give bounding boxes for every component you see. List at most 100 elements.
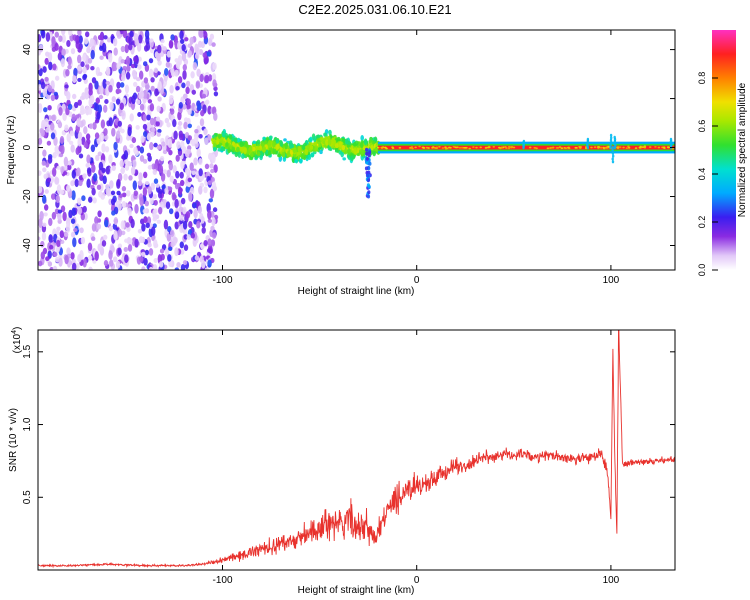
spectrogram-cell (172, 165, 177, 174)
spectrogram-cell (602, 146, 605, 149)
spectrogram-cell (124, 254, 129, 264)
spectrogram-cell (237, 151, 242, 158)
spectrogram-cell (166, 122, 171, 128)
spectrogram-cell (367, 153, 371, 158)
spectrogram-cell (200, 243, 205, 250)
spectrogram-cell (71, 190, 76, 201)
spectrogram-cell (209, 33, 215, 40)
spectrogram-cell (152, 209, 157, 219)
spectrogram-cell (93, 173, 98, 182)
spectrogram-cell (207, 238, 212, 247)
spectrogram-cell (488, 146, 491, 149)
spectrogram-cell (179, 214, 184, 221)
spectrogram-cell (180, 249, 185, 255)
spectrogram-cell (43, 173, 48, 180)
spectrogram-cell (159, 155, 165, 162)
spectrogram-cell (209, 163, 214, 169)
spectrogram-cell (61, 103, 66, 112)
spectrogram-cell (179, 241, 184, 249)
spectrogram-cell (72, 75, 77, 83)
spectrogram-cell (669, 137, 673, 141)
spectrogram-cell (203, 186, 208, 194)
spectrogram-cell (76, 118, 81, 127)
spectrogram-cell (189, 162, 194, 172)
spectrogram-cell (475, 146, 478, 149)
spectrogram-cell (657, 146, 661, 149)
spectrogram-cell (54, 42, 59, 51)
spectrogram-cell (262, 146, 267, 153)
spectrogram-cell (40, 81, 46, 90)
spectrogram-cell (80, 61, 85, 68)
spectrogram-cell (129, 143, 134, 149)
spectrogram-cell (101, 167, 106, 174)
spectrogram-cell (38, 44, 44, 53)
spectrogram-cell (174, 69, 179, 77)
spectrogram-cell (555, 147, 559, 149)
spectrogram-cell (560, 147, 564, 150)
spectrogram-cell (207, 259, 212, 268)
spectrogram-cell (145, 81, 150, 92)
spectrogram-cell (441, 147, 445, 149)
spectrogram-cell (283, 138, 287, 142)
spectrogram-cell (152, 264, 158, 270)
spectrogram-cell (99, 85, 104, 95)
spectrogram-cell (98, 95, 104, 100)
spectrogram-cell (338, 141, 343, 148)
spectrogram-cell (88, 88, 93, 96)
spectrogram-cell (213, 164, 218, 173)
spectrogram-cell (182, 69, 187, 80)
spectrogram-cell (86, 48, 91, 54)
snr-xtick-label: 100 (603, 575, 620, 586)
spectrogram-cell (52, 265, 58, 270)
spectrogram-cell (438, 146, 441, 148)
spectrogram-cell (126, 190, 131, 197)
spectrogram-cell (135, 85, 141, 93)
spectrogram-cell (139, 90, 145, 99)
spectrogram-cell (105, 66, 111, 77)
spectrogram-cell (297, 145, 302, 154)
spectrogram-cell (142, 113, 148, 122)
spectrogram-cell (334, 149, 339, 153)
spectrogram-cell (121, 201, 127, 208)
spectrogram-cell (161, 184, 166, 190)
spectrogram-cell (325, 139, 329, 146)
spectrogram-cell (146, 216, 152, 225)
spectrogram-cell (194, 255, 200, 261)
spectrogram-cell (275, 138, 280, 144)
spectrogram-cell (97, 210, 102, 218)
spectrogram-cell (142, 123, 148, 130)
spectrogram-cell (208, 198, 213, 203)
spectrogram-cell (304, 148, 309, 156)
spectrogram-cell (505, 147, 508, 149)
spectrogram-cell (66, 39, 71, 48)
spectrogram-cell (82, 258, 87, 268)
spectrogram-cell (172, 194, 177, 200)
spectrogram-cell (366, 178, 370, 183)
spectrogram-cell (168, 149, 173, 156)
spectrogram-cell (122, 192, 127, 198)
spectrogram-cell (40, 129, 45, 137)
spectrogram-cell (202, 52, 207, 58)
spectrogram-cell (87, 107, 93, 115)
spectrogram-cell (103, 234, 108, 240)
spectrogram-cell (178, 130, 183, 138)
spectrogram-cell (211, 153, 216, 164)
spectrogram-cell (110, 190, 116, 196)
spectrogram-cell (42, 167, 47, 173)
spectrogram-cell (319, 136, 324, 141)
spectrogram-cell (244, 143, 248, 148)
spectrogram-cell (104, 219, 109, 228)
spectrogram-cell (180, 264, 186, 270)
spectrogram-cell (48, 217, 53, 227)
spectrogram-cell (38, 218, 43, 228)
spectrogram-cell (45, 32, 51, 42)
spectrogram-cell (149, 103, 155, 112)
spectrogram-cell (225, 142, 229, 147)
spectrogram-cell (199, 73, 204, 83)
spectrogram-cell (207, 180, 212, 186)
spectrogram-cell (384, 146, 387, 149)
spectrogram-cell (256, 151, 261, 157)
spectrogram-cell (612, 154, 615, 158)
spectrogram-cell (183, 93, 188, 99)
spectrogram-cell (111, 96, 117, 103)
